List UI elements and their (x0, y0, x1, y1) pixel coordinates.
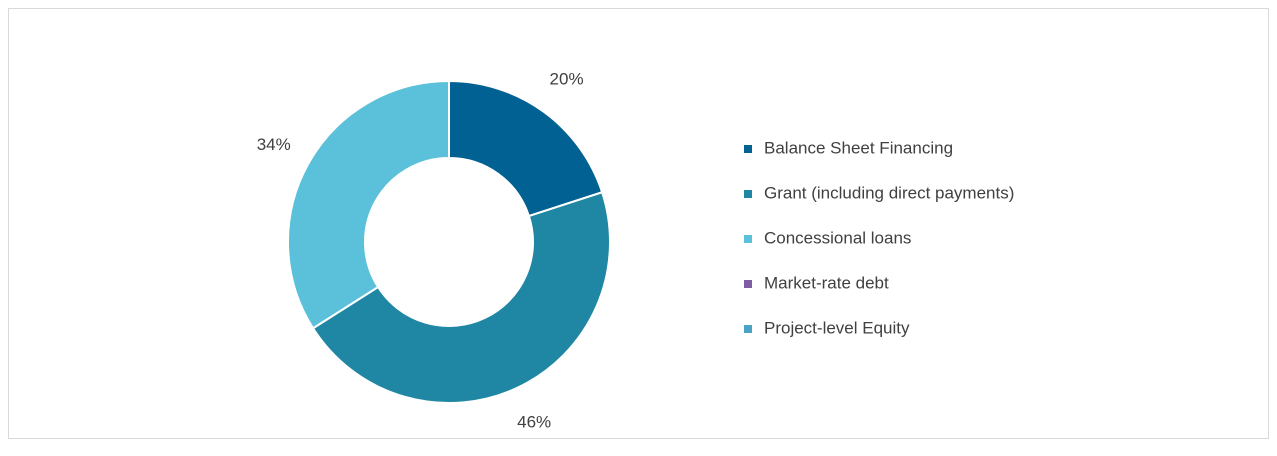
legend-label: Concessional loans (764, 228, 911, 247)
legend-marker (744, 325, 752, 333)
donut-segment (448, 79, 604, 218)
data-label: 46% (517, 412, 551, 431)
data-label: 34% (257, 135, 291, 154)
donut-segment (311, 190, 611, 404)
legend-marker (744, 280, 752, 288)
legend-marker (744, 190, 752, 198)
legend-marker (744, 145, 752, 153)
legend-label: Market-rate debt (764, 273, 889, 292)
legend-marker (744, 235, 752, 243)
chart-frame (8, 8, 1269, 439)
legend-label: Project-level Equity (764, 318, 910, 337)
legend-label: Grant (including direct payments) (764, 183, 1014, 202)
data-label: 20% (550, 70, 584, 89)
legend-label: Balance Sheet Financing (764, 138, 953, 157)
donut-segment (287, 79, 450, 330)
